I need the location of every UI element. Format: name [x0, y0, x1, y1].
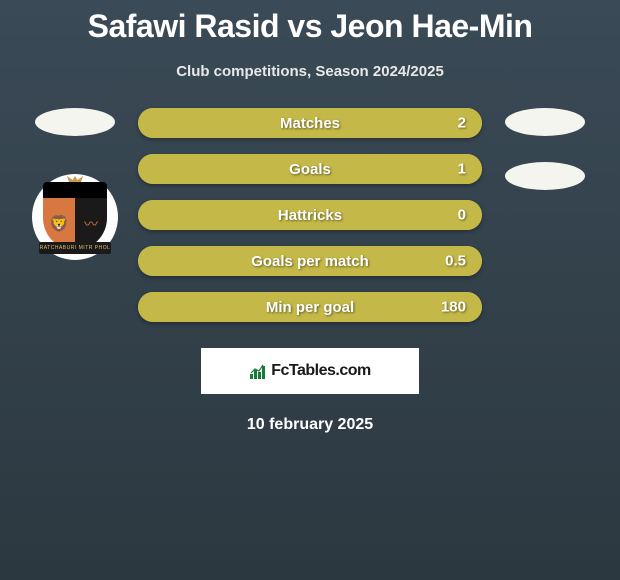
left-column: 🦁 〰 RATCHABURI MITR PHOL	[20, 108, 130, 260]
stat-value: 180	[441, 299, 466, 316]
stat-value: 2	[458, 115, 466, 132]
player1-flag-icon	[35, 108, 115, 136]
chart-bars-icon	[249, 362, 267, 380]
shield-icon: 🦁 〰 RATCHABURI MITR PHOL	[43, 182, 107, 252]
stat-bar-goals: Goals 1	[138, 154, 482, 184]
stat-label: Min per goal	[266, 299, 354, 316]
stats-column: Matches 2 Goals 1 Hattricks 0 Goals per …	[130, 108, 490, 322]
lion-icon: 🦁	[49, 214, 69, 234]
player2-flag-icon	[505, 108, 585, 136]
stat-label: Goals per match	[251, 253, 369, 270]
branding-text: FcTables.com	[271, 362, 371, 380]
stat-value: 0.5	[445, 253, 466, 270]
dragon-icon: 〰	[84, 214, 98, 234]
player2-club-icon	[505, 162, 585, 190]
right-column	[490, 108, 600, 190]
shield-banner-text: RATCHABURI MITR PHOL	[39, 242, 111, 254]
player1-club-badge: 🦁 〰 RATCHABURI MITR PHOL	[32, 174, 118, 260]
branding-logo[interactable]: FcTables.com	[201, 348, 419, 394]
main-container: 🦁 〰 RATCHABURI MITR PHOL Matches 2 Goals…	[0, 108, 620, 322]
stat-bar-min-per-goal: Min per goal 180	[138, 292, 482, 322]
date-label: 10 february 2025	[0, 416, 620, 434]
stat-label: Hattricks	[278, 207, 342, 224]
stat-bar-matches: Matches 2	[138, 108, 482, 138]
stat-label: Goals	[289, 161, 331, 178]
stat-bar-goals-per-match: Goals per match 0.5	[138, 246, 482, 276]
stat-value: 0	[458, 207, 466, 224]
page-title: Safawi Rasid vs Jeon Hae-Min	[0, 0, 620, 45]
stat-value: 1	[458, 161, 466, 178]
stat-bar-hattricks: Hattricks 0	[138, 200, 482, 230]
stat-label: Matches	[280, 115, 340, 132]
page-subtitle: Club competitions, Season 2024/2025	[0, 63, 620, 80]
